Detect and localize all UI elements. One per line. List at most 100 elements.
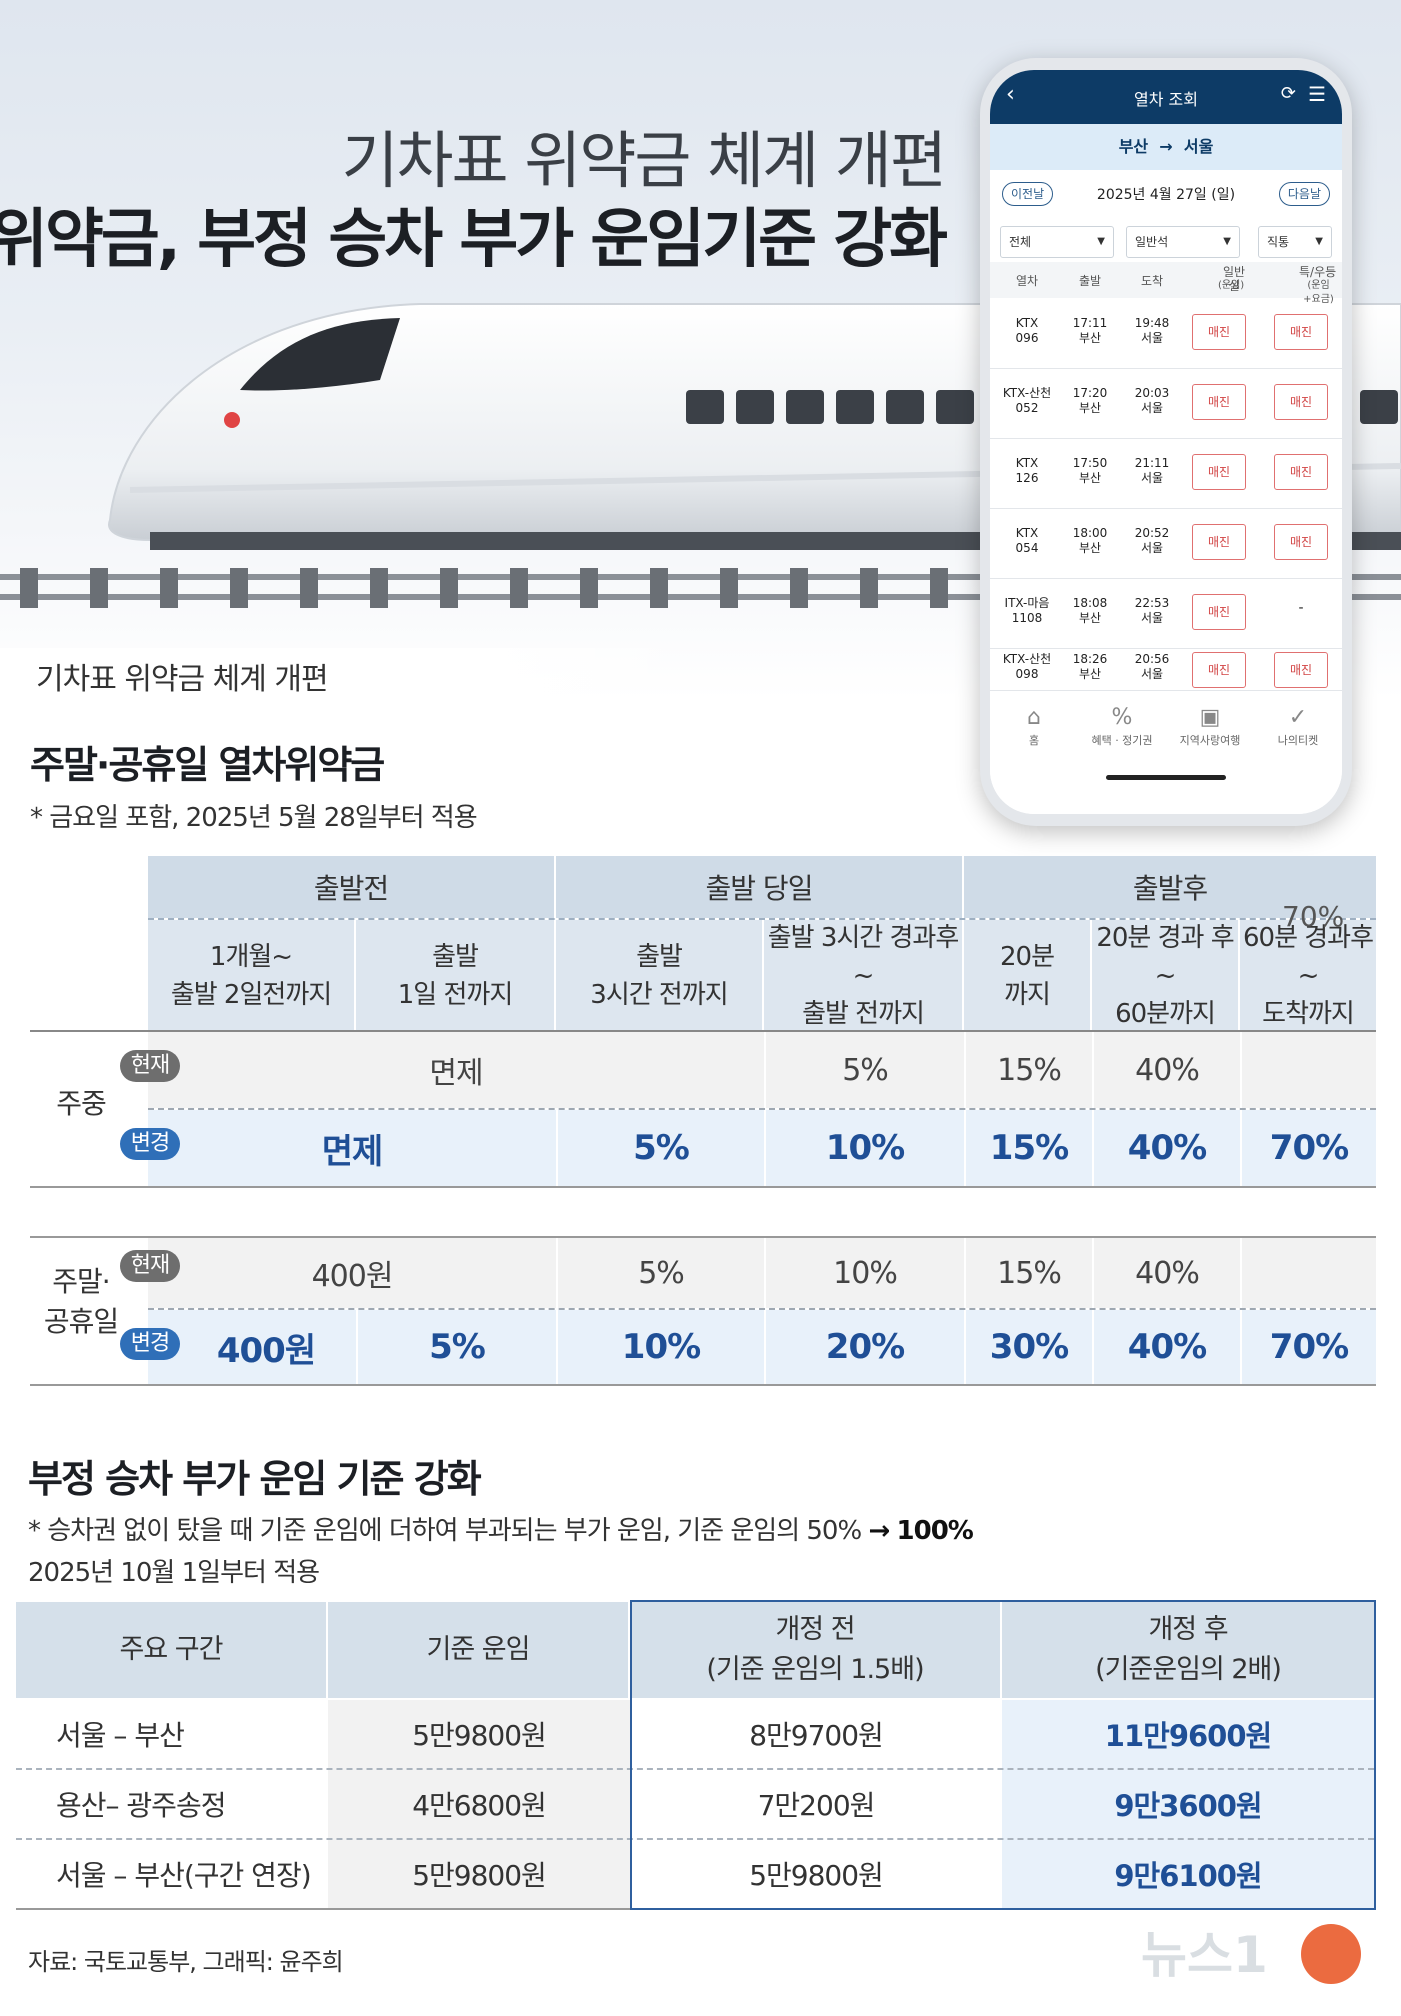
fare-effective-date: 2025년 10월 1일부터 적용 <box>28 1558 320 1588</box>
subheader-1: 1개월~ 출발 2일전까지 <box>148 920 356 1032</box>
subheader-6: 20분 경과 후~ 60분까지 <box>1092 920 1240 1032</box>
subheader-3: 출발 3시간 전까지 <box>556 920 764 1032</box>
special-sold-out-button[interactable]: 매진 <box>1274 652 1328 688</box>
seat-select[interactable]: 일반석 ▼ <box>1126 226 1240 258</box>
train-list-header: 열차 출발 도착 일반실 (운임) 특/우등 (운임+요금) <box>990 262 1342 305</box>
special-sold-out-button[interactable]: 매진 <box>1274 314 1328 350</box>
home-indicator <box>1106 775 1226 780</box>
cell: 10% <box>764 1110 964 1186</box>
special-sold-out-button[interactable]: 매진 <box>1274 454 1328 490</box>
header-before: 개정 전 (기준 운임의 1.5배) <box>630 1602 1002 1698</box>
weekday-label: 주중 <box>56 1087 107 1120</box>
current-badge: 현재 <box>120 1250 180 1282</box>
route-bar[interactable]: 부산 → 서울 <box>990 124 1342 170</box>
standard-sold-out-button[interactable]: 매진 <box>1192 524 1246 560</box>
cell: 15% <box>964 1032 1092 1108</box>
route-from: 부산 <box>1118 137 1149 156</box>
nav-benefits[interactable]: % 혜택 · 정기권 <box>1078 705 1166 748</box>
divider <box>148 1308 1376 1310</box>
revision-highlight-box <box>630 1600 1376 1910</box>
before-cell: 7만200원 <box>757 1789 876 1822</box>
subheader-5: 20분 까지 <box>964 920 1092 1032</box>
weekend-label: 주말· 공휴일 <box>43 1265 119 1338</box>
date-bar: 이전날 2025년 4월 27일 (일) 다음날 <box>990 170 1342 220</box>
cell: 70% <box>1240 1110 1376 1186</box>
standard-sold-out-button[interactable]: 매진 <box>1192 594 1246 630</box>
route-cell: 용산– 광주송정 <box>56 1789 226 1822</box>
filter-bar: 전체 ▼ 일반석 ▼ 직통 ▼ <box>990 222 1342 262</box>
cell: 면제 <box>321 1131 384 1172</box>
phone-screen: ‹ 열차 조회 ⟳ ☰ 부산 → 서울 이전날 2025년 4월 27일 (일)… <box>990 70 1342 814</box>
header-departure-day: 출발 당일 <box>556 856 964 918</box>
nav-home[interactable]: ⌂ 홈 <box>990 705 1078 748</box>
cell: 30% <box>964 1310 1092 1384</box>
header-base-fare: 기준 운임 <box>328 1602 630 1698</box>
date-label: 2025년 4월 27일 (일) <box>1096 187 1236 203</box>
home-icon: ⌂ <box>1027 705 1041 730</box>
changed-badge: 변경 <box>120 1328 180 1360</box>
subheader-2: 출발 1일 전까지 <box>356 920 556 1032</box>
cell: 70% <box>1240 1310 1376 1384</box>
phone-mockup: ‹ 열차 조회 ⟳ ☰ 부산 → 서울 이전날 2025년 4월 27일 (일)… <box>980 58 1352 826</box>
cell: 40% <box>1092 1238 1240 1308</box>
cell: 20% <box>764 1310 964 1384</box>
header-after-departure: 출발후 <box>964 856 1376 918</box>
after-cell: 11만9600원 <box>1104 1719 1272 1753</box>
page-title: 기차표 위약금 체계 개편 <box>341 124 947 197</box>
cell: 40% <box>1092 1110 1240 1186</box>
fare-heading: 부정 승차 부가 운임 기준 강화 <box>28 1457 482 1501</box>
arrow-icon: → <box>1159 137 1173 156</box>
standard-sold-out-button[interactable]: 매진 <box>1192 314 1246 350</box>
base-cell: 5만9800원 <box>412 1859 547 1892</box>
before-cell: 8만9700원 <box>749 1719 884 1752</box>
cell: 15% <box>964 1110 1092 1186</box>
cell: 40% <box>1092 1310 1240 1384</box>
train-row[interactable]: KTX 096 17:11 부산 19:48 서울 매진 매진 <box>990 298 1342 369</box>
divider <box>148 1108 1376 1110</box>
news1-logo: 뉴스1 <box>1141 1924 1361 1984</box>
chevron-down-icon: ▼ <box>1315 236 1323 247</box>
after-cell: 9만6100원 <box>1114 1859 1262 1893</box>
chevron-down-icon: ▼ <box>1223 236 1231 247</box>
standard-sold-out-button[interactable]: 매진 <box>1192 384 1246 420</box>
chevron-down-icon: ▼ <box>1097 236 1105 247</box>
app-header: ‹ 열차 조회 ⟳ ☰ <box>990 70 1342 124</box>
subheader-7: 60분 경과후~ 도착까지 <box>1240 920 1376 1032</box>
nav-my-ticket[interactable]: ✓ 나의티켓 <box>1254 705 1342 748</box>
divider <box>16 1838 1374 1840</box>
special-sold-out-button[interactable]: 매진 <box>1274 524 1328 560</box>
divider <box>30 1186 1376 1188</box>
train-row[interactable]: KTX 054 18:00 부산 20:52 서울 매진 매진 <box>990 508 1342 579</box>
nav-travel[interactable]: ▣ 지역사랑여행 <box>1166 705 1254 748</box>
after-cell: 9만3600원 <box>1114 1789 1262 1823</box>
changed-badge: 변경 <box>120 1128 180 1160</box>
divider <box>148 918 1376 920</box>
cell: 5% <box>764 1032 964 1108</box>
source-credit: 자료: 국토교통부, 그래픽: 윤주희 <box>28 1948 344 1976</box>
back-icon[interactable]: ‹ <box>1006 82 1015 107</box>
prev-day-button[interactable]: 이전날 <box>1002 182 1054 206</box>
route-to: 서울 <box>1183 137 1214 156</box>
header-after: 개정 후 (기준운임의 2배) <box>1002 1602 1374 1698</box>
route-cell: 서울 – 부산(구간 연장) <box>56 1859 312 1892</box>
standard-sold-out-button[interactable]: 매진 <box>1192 454 1246 490</box>
divider <box>30 1384 1376 1386</box>
cell: 15% <box>964 1238 1092 1308</box>
train-row[interactable]: KTX 126 17:50 부산 21:11 서울 매진 매진 <box>990 438 1342 509</box>
type-select[interactable]: 전체 ▼ <box>1000 226 1114 258</box>
next-day-button[interactable]: 다음날 <box>1278 182 1330 206</box>
train-row[interactable]: KTX-산천 098 18:26 부산 20:56 서울 매진 매진 <box>990 648 1342 691</box>
route-type-select[interactable]: 직통 ▼ <box>1258 226 1332 258</box>
cell: 400원 <box>311 1259 394 1294</box>
train-row[interactable]: ITX-마음 1108 18:08 부산 22:53 서울 매진 - <box>990 578 1342 649</box>
base-cell: 4만6800원 <box>412 1789 547 1822</box>
divider <box>30 1030 1376 1032</box>
standard-sold-out-button[interactable]: 매진 <box>1192 652 1246 688</box>
refresh-icon[interactable]: ⟳ <box>1280 83 1296 104</box>
special-sold-out-button[interactable]: 매진 <box>1274 384 1328 420</box>
menu-icon[interactable]: ☰ <box>1308 82 1326 106</box>
luggage-icon: ▣ <box>1199 705 1221 730</box>
page-subtitle: 열차 위약금, 부정 승차 부가 운임기준 강화 <box>0 203 948 277</box>
train-row[interactable]: KTX-산천 052 17:20 부산 20:03 서울 매진 매진 <box>990 368 1342 439</box>
cell: 5% <box>556 1238 764 1308</box>
